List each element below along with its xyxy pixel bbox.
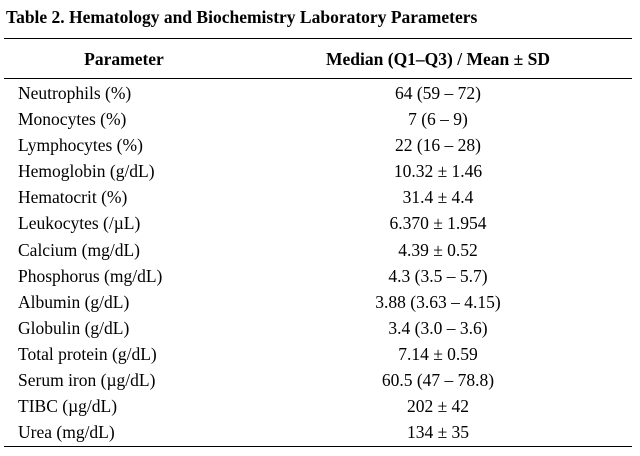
parameter-cell: Phosphorus (mg/dL) [18,265,163,286]
value-cell: 3.88 (3.63 – 4.15) [375,291,501,312]
table-row: Serum iron (µg/dL) 60.5 (47 – 78.8) [0,367,640,393]
table-header-row: Parameter Median (Q1–Q3) / Mean ± SD [0,46,640,72]
table-row: Leukocytes (/µL) 6.370 ± 1.954 [0,210,640,236]
table-row: Total protein (g/dL) 7.14 ± 0.59 [0,341,640,367]
value-cell: 6.370 ± 1.954 [389,213,487,234]
table-row: Neutrophils (%) 64 (59 – 72) [0,80,640,106]
table-row: Hemoglobin (g/dL) 10.32 ± 1.46 [0,158,640,184]
parameter-cell: Hemoglobin (g/dL) [18,161,155,182]
table-row: Hematocrit (%) 31.4 ± 4.4 [0,184,640,210]
parameter-cell: Total protein (g/dL) [18,343,157,364]
parameter-cell: TIBC (µg/dL) [18,396,118,417]
table-row: Globulin (g/dL) 3.4 (3.0 – 3.6) [0,315,640,341]
column-header-value: Median (Q1–Q3) / Mean ± SD [326,49,550,69]
parameter-cell: Leukocytes (/µL) [18,213,141,234]
value-cell: 7.14 ± 0.59 [398,343,478,364]
parameter-cell: Hematocrit (%) [18,187,128,208]
value-cell: 134 ± 35 [406,422,470,443]
value-cell: 22 (16 – 28) [394,135,482,156]
value-cell: 31.4 ± 4.4 [402,187,474,208]
value-cell: 10.32 ± 1.46 [393,161,483,182]
table-row: Calcium (mg/dL) 4.39 ± 0.52 [0,237,640,263]
table-row: Monocytes (%) 7 (6 – 9) [0,106,640,132]
value-cell: 3.4 (3.0 – 3.6) [388,317,488,338]
parameter-cell: Calcium (mg/dL) [18,239,140,260]
table-row: Albumin (g/dL) 3.88 (3.63 – 4.15) [0,289,640,315]
value-cell: 64 (59 – 72) [394,83,482,103]
table-row: Lymphocytes (%) 22 (16 – 28) [0,132,640,158]
table-body: Neutrophils (%) 64 (59 – 72) Monocytes (… [0,80,640,445]
value-cell: 60.5 (47 – 78.8) [381,370,495,391]
value-cell: 4.39 ± 0.52 [398,239,478,260]
parameter-cell: Monocytes (%) [18,109,127,130]
value-cell: 7 (6 – 9) [408,109,468,130]
parameter-cell: Lymphocytes (%) [18,135,143,156]
table-bottom-rule [4,446,632,447]
parameter-cell: Urea (mg/dL) [18,422,115,443]
table-row: Urea (mg/dL) 134 ± 35 [0,419,640,445]
table-row: TIBC (µg/dL) 202 ± 42 [0,393,640,419]
column-header-parameter: Parameter [84,49,164,69]
parameter-cell: Globulin (g/dL) [18,317,130,338]
table-row: Phosphorus (mg/dL) 4.3 (3.5 – 5.7) [0,263,640,289]
table-top-rule [4,38,632,39]
table-header-rule [4,78,632,79]
table-caption: Table 2. Hematology and Biochemistry Lab… [6,7,478,27]
parameter-cell: Neutrophils (%) [18,83,132,103]
parameter-cell: Serum iron (µg/dL) [18,370,156,391]
parameter-cell: Albumin (g/dL) [18,291,130,312]
value-cell: 202 ± 42 [406,396,470,417]
value-cell: 4.3 (3.5 – 5.7) [388,265,488,286]
